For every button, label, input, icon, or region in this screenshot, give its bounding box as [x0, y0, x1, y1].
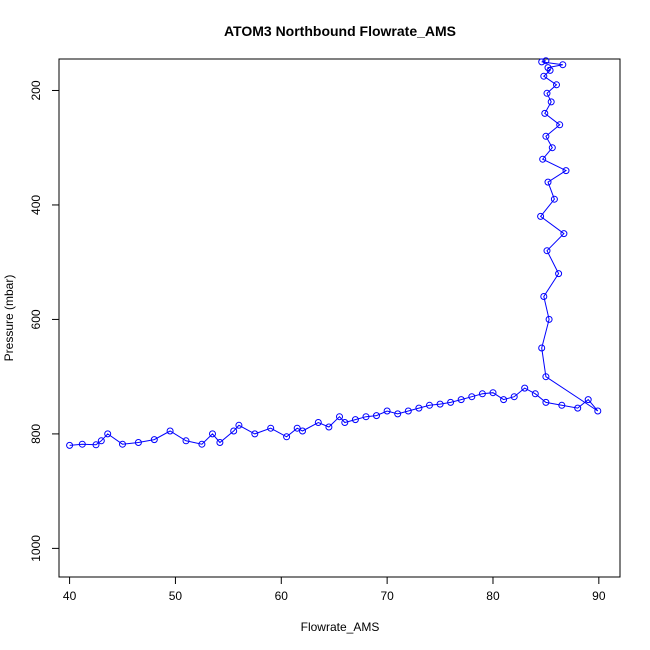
series-0-point-66: [540, 72, 548, 80]
series-0-point-17: [283, 433, 291, 441]
series-0-point-25: [362, 413, 370, 421]
series-0-point-41: [531, 390, 539, 398]
y-tick-label-4: 1000: [29, 535, 43, 562]
y-tick-label-1: 400: [29, 195, 43, 215]
series-0-point-57: [562, 167, 570, 175]
x-tick-label-4: 80: [486, 589, 500, 603]
y-axis: 200 400 600 800 1000: [29, 80, 60, 562]
series-0-point-60: [542, 132, 550, 140]
x-tick-label-2: 60: [275, 589, 289, 603]
y-tick-label-0: 200: [29, 80, 43, 100]
x-tick-label-3: 70: [380, 589, 394, 603]
series-0-point-15: [251, 430, 259, 438]
series-0-point-1: [78, 440, 86, 448]
y-axis-label: Pressure (mbar): [2, 275, 16, 362]
series-0-point-62: [541, 109, 549, 117]
series-0-point-22: [336, 413, 343, 421]
series-0-point-58: [539, 155, 547, 163]
series-0-point-21: [325, 423, 333, 431]
x-tick-label-1: 50: [169, 589, 183, 603]
series-0-point-43: [558, 401, 566, 409]
series-0-point-68: [544, 64, 552, 72]
series-0-point-26: [373, 412, 380, 420]
series-0-point-61: [556, 121, 564, 129]
series-0-point-5: [119, 440, 126, 448]
series-0-point-16: [267, 424, 275, 432]
series-0-point-47: [542, 373, 550, 381]
series-0-point-20: [314, 419, 322, 426]
series-0-point-53: [560, 230, 568, 238]
plot-frame: [58, 58, 621, 578]
series-0-point-7: [150, 436, 158, 444]
series-0-point-11: [209, 430, 216, 438]
series-0-point-64: [543, 89, 551, 97]
series-0-point-10: [198, 440, 206, 448]
x-tick-label-0: 40: [63, 589, 77, 603]
series-0-point-29: [404, 407, 412, 415]
series-0-point-48: [538, 344, 546, 352]
series-0-point-14: [235, 421, 243, 429]
series-0-point-32: [436, 400, 444, 408]
series-0-point-46: [594, 407, 602, 415]
series-0-point-65: [553, 81, 560, 89]
series-0-point-39: [510, 393, 518, 401]
series-0-point-69: [559, 61, 567, 69]
series-0-point-55: [550, 195, 558, 203]
series-0-point-13: [230, 427, 238, 435]
series-layer: [66, 57, 602, 449]
series-0-point-56: [544, 178, 552, 186]
series-0-point-36: [478, 390, 486, 398]
series-0-point-33: [447, 398, 455, 406]
series-0-point-50: [540, 293, 548, 300]
series-0-point-71: [542, 57, 550, 65]
y-tick-label-2: 600: [29, 309, 43, 329]
x-tick-label-5: 90: [592, 589, 606, 603]
series-0-point-54: [537, 212, 545, 220]
series-0-point-63: [547, 98, 555, 106]
series-0-point-49: [545, 315, 553, 323]
series-0-point-24: [351, 416, 359, 424]
series-0-point-28: [394, 410, 402, 418]
series-0-point-9: [182, 437, 190, 445]
series-0-point-34: [457, 396, 465, 404]
series-0-point-42: [542, 398, 550, 406]
series-0-point-44: [574, 404, 582, 412]
series-0-point-0: [66, 441, 74, 449]
series-0-point-38: [500, 396, 508, 404]
series-0-point-3: [97, 437, 105, 445]
series-0-point-2: [92, 441, 100, 449]
series-0-point-18: [293, 424, 301, 432]
series-0-line: [69, 60, 599, 446]
series-0-point-45: [584, 396, 592, 404]
series-0-point-37: [489, 389, 497, 397]
series-0-point-19: [299, 427, 306, 435]
series-0-point-12: [216, 439, 224, 446]
chart-title: ATOM3 Northbound Flowrate_AMS: [224, 23, 456, 39]
series-0-point-6: [134, 439, 142, 446]
series-0-point-4: [104, 430, 112, 438]
series-0-point-27: [383, 407, 391, 415]
series-0-point-35: [468, 393, 476, 401]
x-axis: 40 50 60 70 80 90: [63, 576, 606, 603]
x-axis-label: Flowrate_AMS: [301, 620, 380, 634]
series-0-point-40: [521, 384, 529, 392]
series-0-point-31: [426, 401, 433, 409]
series-0-point-8: [166, 427, 174, 435]
series-0-point-59: [548, 144, 556, 152]
series-0-point-51: [555, 270, 563, 278]
series-0-point-23: [341, 419, 349, 426]
series-0-point-30: [415, 404, 423, 412]
series-0-point-52: [543, 247, 551, 255]
y-tick-label-3: 800: [29, 424, 43, 444]
series-0-point-70: [538, 58, 546, 66]
